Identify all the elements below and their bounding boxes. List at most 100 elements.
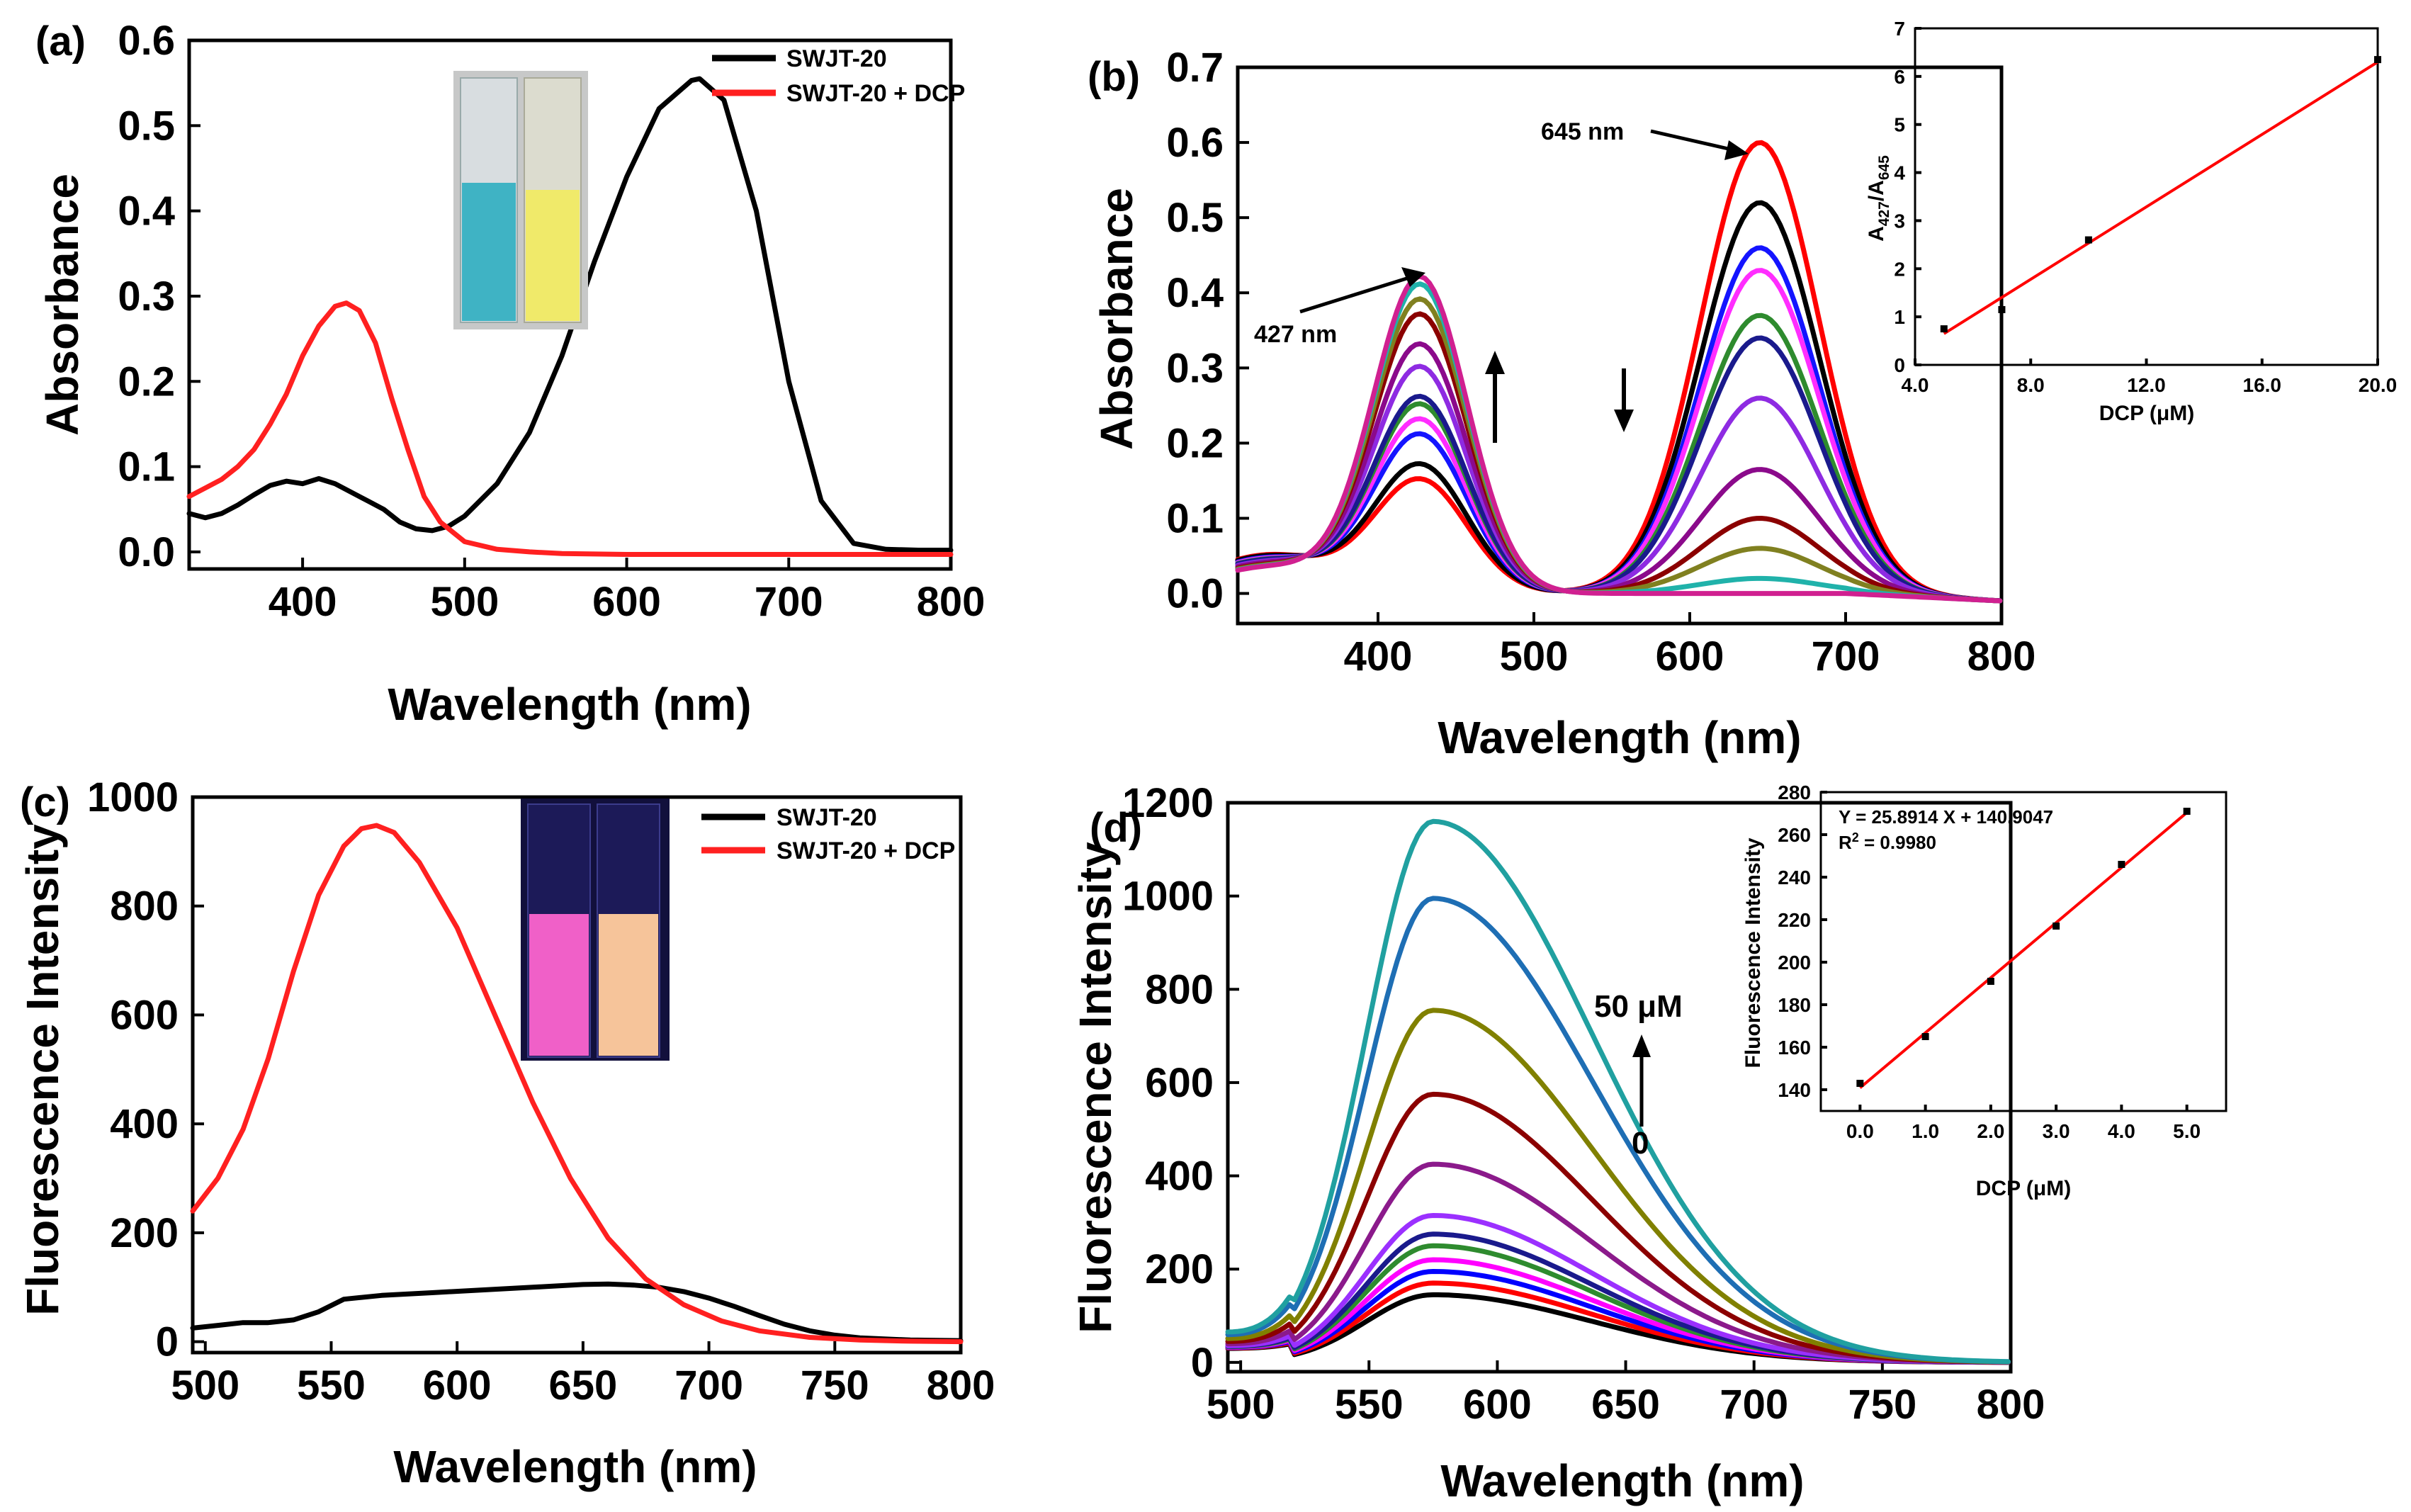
panel-d-inset-y-tick-label: 240 bbox=[1778, 867, 1811, 888]
panel-b-series-line-7 bbox=[1235, 341, 2003, 604]
panel-a-label: (a) bbox=[35, 18, 86, 64]
panel-d-inset-y-tick-label: 260 bbox=[1778, 824, 1811, 846]
panel-d-series-line-6 bbox=[1225, 1213, 2011, 1365]
annotation-50uM: 50 μM bbox=[1594, 989, 1683, 1024]
panel-b-inset-x-tick-label: 8.0 bbox=[2017, 374, 2045, 396]
panel-a-y-tick-label: 0.1 bbox=[118, 444, 175, 490]
decrease-arrow-645-head bbox=[1614, 410, 1634, 432]
annotation-645nm-arrowhead bbox=[1724, 140, 1749, 160]
panel-b-x-tick-label: 500 bbox=[1500, 633, 1569, 679]
panel-c-curves bbox=[190, 823, 964, 1345]
panel-c-cuvette-uv-photo bbox=[521, 799, 670, 1061]
panel-b-series-line-6 bbox=[1235, 363, 2003, 604]
panel-b-inset-fit-line bbox=[1943, 60, 2379, 335]
panel-d-inset-fit-line bbox=[1859, 811, 2188, 1089]
panel-a-series-line-1 bbox=[186, 300, 954, 557]
panel-c-x-tick-label: 650 bbox=[548, 1363, 617, 1409]
panel-b-series-line-0 bbox=[1235, 140, 2003, 604]
panel-d-inset-y-tick-label: 180 bbox=[1778, 994, 1811, 1016]
panel-d-x-tick-label: 550 bbox=[1335, 1382, 1404, 1428]
panel-d-inset-y-tick-label: 140 bbox=[1778, 1079, 1811, 1101]
panel-b-y-tick-label: 0.0 bbox=[1166, 571, 1224, 617]
panel-b-inset-x-tick-label: 4.0 bbox=[1902, 374, 1929, 396]
panel-c-x-tick-label: 750 bbox=[801, 1363, 869, 1409]
panel-b-inset: 0 1 2 3 4 5 6 7 4.0 8.0 12.0 16.0 20.0 DCP (μM) A42… bbox=[1865, 18, 2397, 425]
panel-b-inset-point bbox=[2374, 56, 2381, 64]
panel-b-inset-x-tick-label: 16.0 bbox=[2243, 374, 2282, 396]
panel-a-y-tick-label: 0.3 bbox=[118, 273, 175, 320]
panel-b-inset-y-ticks: 0 1 2 3 4 5 6 7 bbox=[1894, 18, 1921, 376]
panel-c-y-axis-title: Fluorescence Intensity bbox=[17, 824, 68, 1316]
panel-b-y-tick-label: 0.4 bbox=[1166, 270, 1224, 316]
panel-c: (c) 0 200 400 600 800 1000 500 550 600 650 700 750… bbox=[17, 774, 995, 1492]
panel-d-plot-frame bbox=[1226, 801, 2013, 1374]
panel-d-inset-y-tick-label: 160 bbox=[1778, 1037, 1811, 1059]
panel-b: (b) 0.00.10.20.30.40.50.60.7 400 500 600 70… bbox=[1088, 18, 2397, 763]
panel-b-inset-y-tick-label: 3 bbox=[1894, 210, 1905, 232]
panel-d-inset-y-ticks: 140 160 180 200 220 240 260 280 bbox=[1778, 782, 1827, 1101]
panel-a-x-tick-label: 700 bbox=[755, 579, 823, 625]
panel-d-inset-x-axis-title: DCP (μM) bbox=[1976, 1177, 2071, 1200]
panel-c-label: (c) bbox=[20, 779, 70, 825]
panel-d-series-line-11 bbox=[1225, 818, 2011, 1365]
panel-a-x-tick-label: 600 bbox=[592, 579, 661, 625]
panel-a-y-tick-label: 0.6 bbox=[118, 18, 175, 64]
panel-b-inset-y-axis-title: A427/A645 bbox=[1865, 155, 1892, 242]
panel-a: (a) 0.0 0.1 0.2 0.3 0.4 0.5 0.6 400 500 600 700 80… bbox=[35, 18, 985, 730]
panel-b-inset-point bbox=[1940, 325, 1948, 333]
panel-b-y-tick-label: 0.5 bbox=[1166, 195, 1224, 241]
panel-a-legend: SWJT-20 SWJT-20 + DCP bbox=[712, 45, 965, 107]
panel-b-series-line-11 bbox=[1235, 273, 2003, 604]
panel-d-curves bbox=[1225, 818, 2011, 1365]
panel-b-x-tick-label: 600 bbox=[1656, 633, 1724, 679]
panel-b-inset-y-tick-label: 2 bbox=[1894, 258, 1905, 280]
panel-d-inset-point bbox=[1987, 978, 1994, 985]
panel-d-x-tick-label: 650 bbox=[1591, 1382, 1660, 1428]
legend-label-swjt20-dcp-c: SWJT-20 + DCP bbox=[777, 837, 955, 864]
panel-c-y-tick-label: 0 bbox=[156, 1319, 179, 1365]
legend-label-swjt20: SWJT-20 bbox=[786, 45, 887, 72]
panel-c-y-tick-label: 400 bbox=[110, 1101, 179, 1147]
panel-d-inset-x-tick-label: 5.0 bbox=[2173, 1120, 2201, 1142]
panel-d-inset-y-tick-label: 200 bbox=[1778, 952, 1811, 974]
panel-c-y-tick-label: 600 bbox=[110, 992, 179, 1038]
annotation-427nm-arrowhead bbox=[1401, 267, 1425, 287]
panel-d-x-tick-label: 800 bbox=[1977, 1382, 2045, 1428]
panel-b-inset-x-tick-label: 20.0 bbox=[2359, 374, 2398, 396]
panel-c-x-axis-title: Wavelength (nm) bbox=[393, 1441, 757, 1492]
panel-d-inset-x-tick-label: 2.0 bbox=[1977, 1120, 2004, 1142]
panel-b-inset-x-ticks: 4.0 8.0 12.0 16.0 20.0 bbox=[1902, 359, 2398, 396]
panel-d-y-tick-label: 1000 bbox=[1122, 874, 1214, 920]
panel-d-y-tick-label: 0 bbox=[1191, 1340, 1214, 1386]
panel-a-y-tick-label: 0.4 bbox=[118, 188, 175, 235]
panel-d-inset-y-tick-label: 220 bbox=[1778, 909, 1811, 931]
panel-b-inset-fit bbox=[1943, 60, 2379, 335]
panel-d-inset-x-tick-label: 4.0 bbox=[2108, 1120, 2135, 1142]
panel-c-y-tick-label: 800 bbox=[110, 884, 179, 930]
panel-c-x-tick-label: 700 bbox=[674, 1363, 743, 1409]
panel-b-y-tick-label: 0.2 bbox=[1166, 420, 1224, 466]
panel-c-x-tick-label: 600 bbox=[423, 1363, 492, 1409]
panel-b-y-tick-label: 0.1 bbox=[1166, 495, 1224, 541]
panel-a-series-line-0 bbox=[186, 76, 954, 553]
panel-d-y-tick-label: 200 bbox=[1145, 1246, 1214, 1292]
annotation-645nm-arrow bbox=[1650, 129, 1735, 152]
panel-d-inset-y-axis-title: Fluorescence Intensity bbox=[1741, 837, 1765, 1068]
panel-a-cuvette-photo bbox=[453, 71, 588, 329]
panel-d-inset-point bbox=[2183, 808, 2191, 815]
panel-b-inset-y-tick-label: 5 bbox=[1894, 114, 1905, 136]
legend-label-swjt20-dcp: SWJT-20 + DCP bbox=[786, 80, 965, 107]
panel-d-inset-x-tick-label: 1.0 bbox=[1912, 1120, 1939, 1142]
panel-d-y-tick-label: 1200 bbox=[1122, 780, 1214, 826]
panel-d-inset: 140 160 180 200 220 240 260 280 0.0 1.0 2.0 3.0 4.0… bbox=[1741, 782, 2228, 1200]
panel-d-y-axis-title: Fluorescence Intensity bbox=[1070, 842, 1121, 1333]
panel-a-x-axis-title: Wavelength (nm) bbox=[388, 679, 751, 730]
panel-d-inset-r-squared: R2 = 0.9980 bbox=[1839, 830, 1936, 853]
panel-d-inset-y-tick-label: 280 bbox=[1778, 782, 1811, 803]
panel-d-x-axis-title: Wavelength (nm) bbox=[1440, 1455, 1804, 1506]
panel-d-x-tick-label: 700 bbox=[1720, 1382, 1788, 1428]
panel-b-plot-frame bbox=[1236, 65, 2004, 626]
panel-b-y-tick-label: 0.6 bbox=[1166, 120, 1224, 166]
panel-c-y-ticks: 0 200 400 600 800 1000 bbox=[87, 774, 204, 1365]
